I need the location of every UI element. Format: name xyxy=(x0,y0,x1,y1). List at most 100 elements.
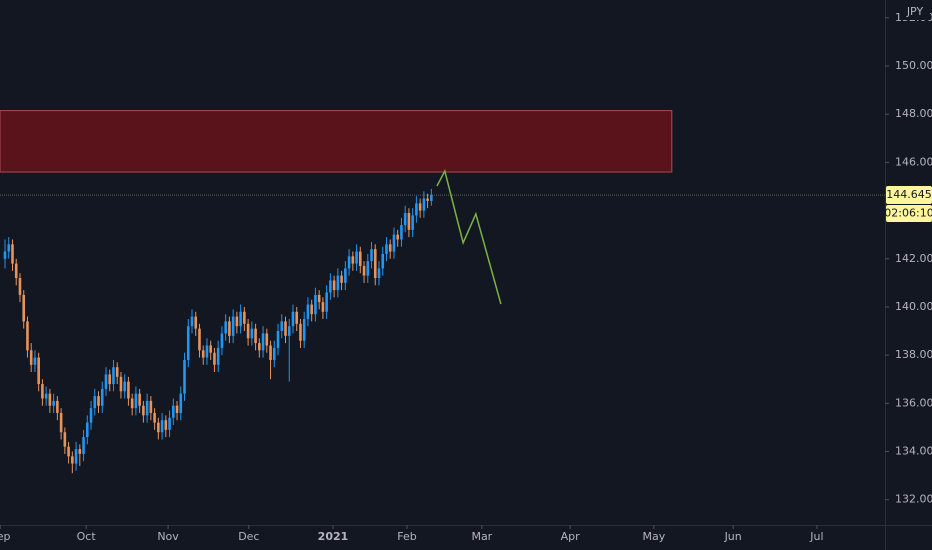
candle-body xyxy=(157,422,160,433)
x-tick-label: Oct xyxy=(77,530,97,543)
candle-body xyxy=(153,412,156,423)
candle-body xyxy=(243,311,246,324)
candle-body xyxy=(358,251,362,266)
candle-body xyxy=(321,302,325,312)
y-tick-label: 142.000 xyxy=(895,252,932,265)
candle-body xyxy=(231,316,235,336)
x-tick-label: Jun xyxy=(724,530,742,543)
y-tick-label: 146.000 xyxy=(895,155,932,168)
candle-body xyxy=(186,326,190,360)
candle-body xyxy=(48,393,52,406)
y-tick-label: 148.000 xyxy=(895,107,932,120)
candle-body xyxy=(37,357,40,385)
candle-body xyxy=(228,321,231,336)
candle-body xyxy=(317,294,321,303)
candle-body xyxy=(3,251,7,259)
y-tick-label: 132.000 xyxy=(895,493,932,506)
candle-body xyxy=(11,244,14,264)
countdown-box xyxy=(886,205,932,223)
candle-body xyxy=(426,198,429,201)
candle-body xyxy=(287,326,291,336)
candle-body xyxy=(205,345,209,358)
candle-body xyxy=(392,234,396,252)
candle-body xyxy=(370,249,373,262)
candle-body xyxy=(145,400,149,416)
resistance-zone xyxy=(0,110,673,173)
x-tick-label: Sep xyxy=(0,530,11,543)
candle-body xyxy=(385,244,388,254)
candle-body xyxy=(272,347,276,360)
candle-body xyxy=(134,393,138,409)
candle-body xyxy=(430,195,433,201)
x-tick-label: Apr xyxy=(561,530,581,543)
currency-label: JPY xyxy=(906,5,924,18)
candle-body xyxy=(325,292,328,312)
candle-body xyxy=(138,393,141,406)
candle-body xyxy=(299,323,302,341)
candle-body xyxy=(100,388,104,406)
candle-body xyxy=(149,400,153,413)
candle-body xyxy=(201,350,205,358)
candle-body xyxy=(209,345,213,353)
candle-body xyxy=(198,328,201,351)
candle-body xyxy=(89,408,93,423)
candle-body xyxy=(52,400,55,406)
candle-body xyxy=(104,374,108,389)
candle-body xyxy=(67,446,70,457)
y-tick-label: 138.000 xyxy=(895,348,932,361)
candle-body xyxy=(336,275,340,291)
candle-body xyxy=(280,321,284,332)
candle-body xyxy=(306,304,310,319)
candle-body xyxy=(291,311,295,327)
candle-body xyxy=(142,405,145,416)
candle-body xyxy=(381,253,385,269)
x-tick-label: May xyxy=(643,530,666,543)
candle-body xyxy=(411,215,414,230)
candle-body xyxy=(220,333,224,348)
candle-body xyxy=(179,393,183,413)
candle-body xyxy=(235,316,239,327)
candle-body xyxy=(403,212,407,226)
candle-body xyxy=(224,321,227,334)
candle-body xyxy=(194,316,198,329)
candle-body xyxy=(265,333,269,346)
projection-line xyxy=(436,168,502,305)
candle-body xyxy=(355,251,358,264)
candle-body xyxy=(123,381,126,392)
candle-body xyxy=(44,393,48,399)
candle-body xyxy=(310,304,313,315)
candle-body xyxy=(97,396,100,406)
x-tick-label: Feb xyxy=(397,530,416,543)
x-tick-label: 2021 xyxy=(318,530,349,543)
candle-body xyxy=(344,268,347,283)
x-tick-label: Jul xyxy=(809,530,823,543)
candle-body xyxy=(377,268,381,279)
candle-body xyxy=(276,331,280,348)
candle-body xyxy=(26,321,29,351)
candle-body xyxy=(29,350,33,365)
candle-body xyxy=(400,225,403,240)
candle-body xyxy=(74,449,78,464)
plot xyxy=(0,110,885,474)
x-tick-label: Dec xyxy=(238,530,259,543)
candle-body xyxy=(329,280,332,293)
candle-body xyxy=(22,294,26,322)
candle-body xyxy=(18,278,22,295)
candle-body xyxy=(78,449,82,454)
candle-body xyxy=(332,280,336,291)
x-tick-label: Nov xyxy=(157,530,179,543)
candle-body xyxy=(302,318,306,341)
candle-body xyxy=(175,405,179,413)
candle-body xyxy=(7,244,11,252)
candle-body xyxy=(216,347,220,365)
candle-body xyxy=(93,396,97,409)
candle-body xyxy=(258,343,261,351)
candle-body xyxy=(295,311,299,324)
candle-body xyxy=(41,384,44,399)
candle-body xyxy=(127,381,130,399)
currency-bg xyxy=(900,4,930,20)
candle-body xyxy=(213,352,216,365)
candle-body xyxy=(261,333,265,351)
